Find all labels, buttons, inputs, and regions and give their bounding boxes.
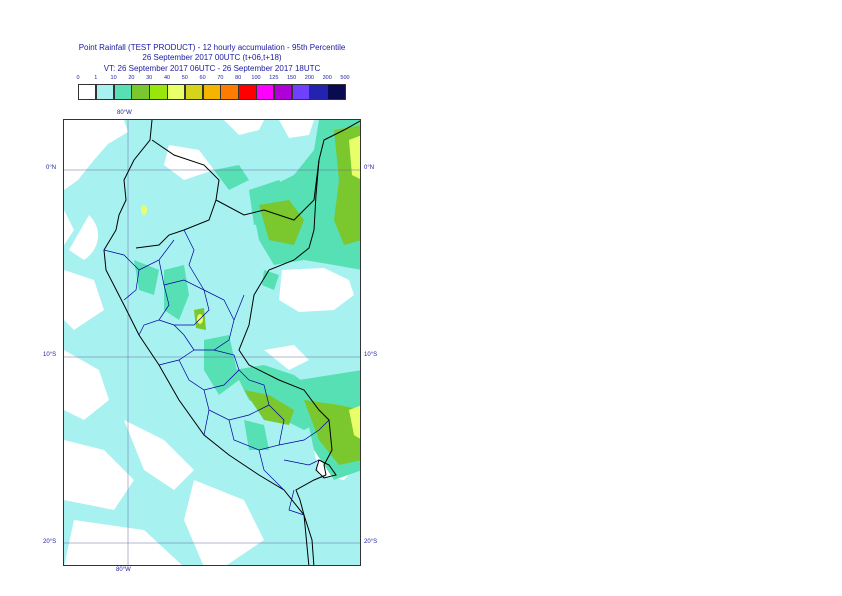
lat-label-left-0: 0°N: [46, 165, 57, 171]
legend-label-125: 125: [269, 75, 279, 81]
legend-swatch-10: [113, 84, 132, 100]
map-valid-time: VT: 26 September 2017 06UTC - 26 Septemb…: [103, 64, 321, 73]
legend-swatch-200: [309, 84, 328, 100]
lon-label-top: 80°W: [117, 110, 132, 116]
legend-label-200: 200: [304, 75, 314, 81]
legend-label-500: 500: [340, 75, 350, 81]
map-run-time: 26 September 2017 00UTC (t+06,t+18): [142, 53, 282, 62]
lon-label-bottom: 80°W: [116, 567, 131, 573]
lat-label-right-0: 0°N: [364, 165, 375, 171]
legend-label-300: 300: [322, 75, 332, 81]
legend-label-70: 70: [217, 75, 224, 81]
legend-label-50: 50: [181, 75, 188, 81]
legend-swatch-70: [220, 84, 239, 100]
legend-swatch-125: [273, 84, 293, 100]
legend-swatch-60: [202, 84, 221, 100]
map-panel: [63, 119, 361, 566]
legend-swatch-100: [256, 84, 275, 100]
legend-swatch-80: [238, 84, 257, 100]
legend-swatch-50: [184, 84, 204, 100]
lat-label-right-20s: 20°S: [364, 539, 378, 545]
legend-swatch-0: [78, 84, 97, 100]
legend-swatch-40: [167, 84, 186, 100]
country-borders: [103, 120, 360, 565]
legend-swatch-300: [327, 84, 346, 100]
legend-label-10: 10: [110, 75, 117, 81]
legend-swatch-1: [95, 84, 115, 100]
map-title: Point Rainfall (TEST PRODUCT) - 12 hourl…: [78, 43, 346, 52]
legend-label-30: 30: [146, 75, 153, 81]
legend-label-100: 100: [251, 75, 261, 81]
rain-40-50: [141, 135, 360, 439]
legend-label-1: 1: [94, 75, 98, 81]
legend-label-0: 0: [76, 75, 80, 81]
lat-label-left-10s: 10°S: [43, 352, 57, 358]
lat-label-right-10s: 10°S: [364, 352, 378, 358]
legend-swatch-30: [149, 84, 168, 100]
legend-label-80: 80: [235, 75, 242, 81]
legend-label-60: 60: [199, 75, 206, 81]
legend-swatch-150: [291, 84, 310, 100]
legend-label-40: 40: [163, 75, 171, 81]
legend-label-150: 150: [287, 75, 297, 81]
regional-borders: [103, 229, 330, 516]
lat-label-left-20s: 20°S: [43, 539, 57, 545]
rainfall-map: [64, 120, 360, 565]
legend-label-20: 20: [128, 75, 135, 81]
legend-swatch-20: [131, 84, 150, 100]
